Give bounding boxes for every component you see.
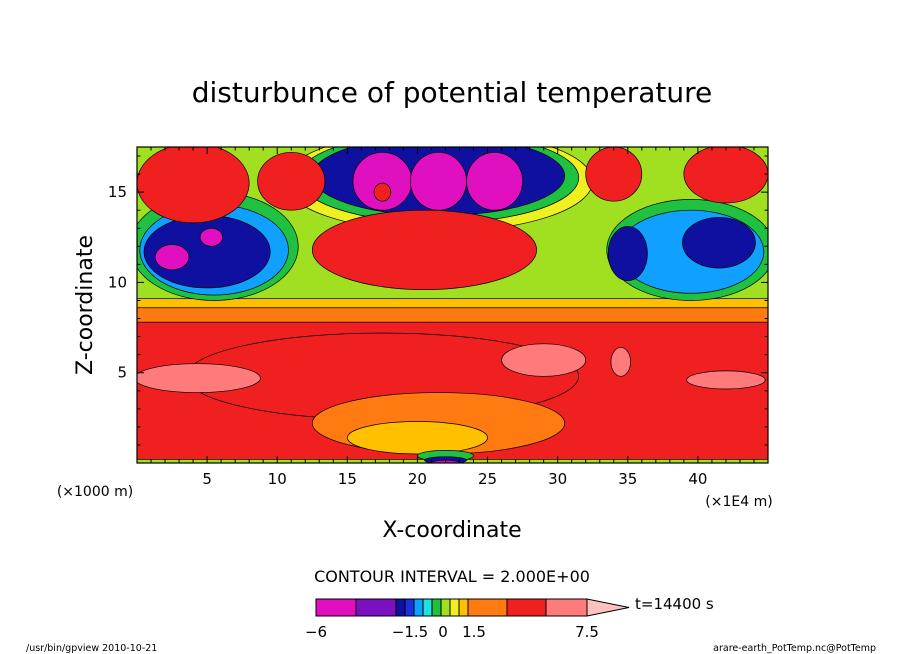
contour-region xyxy=(607,226,648,281)
contour-interval-label: CONTOUR INTERVAL = 2.000E+00 xyxy=(314,567,590,586)
colorbar-cell xyxy=(458,598,469,617)
time-label: t=14400 s xyxy=(635,595,714,613)
contour-region xyxy=(410,152,467,211)
colorbar-cell xyxy=(545,598,588,617)
contour-region xyxy=(154,244,190,271)
colorbar-cell xyxy=(413,598,424,617)
contour-region xyxy=(199,227,223,247)
colorbar: −6 −1.5 0 1.5 7.5 xyxy=(305,598,630,641)
x-tick-label: 30 xyxy=(548,470,567,488)
colorbar-tick-label: 0 xyxy=(438,623,448,641)
colorbar-cell xyxy=(440,598,451,617)
y-tick-label: 10 xyxy=(108,273,127,291)
colorbar-tick-label: 7.5 xyxy=(575,623,599,641)
colorbar-cell xyxy=(467,598,508,617)
x-tick-label: 15 xyxy=(338,470,357,488)
x-tick-label: 20 xyxy=(408,470,427,488)
colorbar-cell xyxy=(449,598,460,617)
x-tick-label: 10 xyxy=(268,470,287,488)
contour-region xyxy=(137,147,250,224)
contour-region xyxy=(352,152,413,211)
plot-frame xyxy=(136,146,769,464)
contour-region xyxy=(683,147,768,204)
colorbar-cell xyxy=(431,598,442,617)
contour-region xyxy=(311,209,537,291)
contour-region xyxy=(686,370,766,390)
contour-region xyxy=(501,343,587,377)
footer-left: /usr/bin/gpview 2010-10-21 xyxy=(26,643,157,654)
x-tick-label: 35 xyxy=(618,470,637,488)
contour-band xyxy=(137,307,768,323)
colorbar-tick-label: 1.5 xyxy=(462,623,486,641)
footer-right: arare-earth_PotTemp.nc@PotTemp xyxy=(713,643,876,654)
contour-region xyxy=(137,363,261,393)
chart-title: disturbunce of potential temperature xyxy=(192,76,713,109)
colorbar-tick-label: −6 xyxy=(305,623,327,641)
y-tick-label: 5 xyxy=(117,364,127,382)
y-tick-label: 15 xyxy=(108,183,127,201)
x-tick-label: 5 xyxy=(202,470,212,488)
contour-band xyxy=(137,298,768,309)
colorbar-cell xyxy=(422,598,433,617)
x-tick-label: 40 xyxy=(688,470,707,488)
y-axis-label: Z-coordinate xyxy=(73,235,98,375)
contour-region xyxy=(346,421,488,455)
plot-area xyxy=(137,147,768,463)
colorbar-extend-arrow xyxy=(586,598,630,617)
colorbar-cell xyxy=(355,598,397,617)
contour-region xyxy=(610,347,631,377)
colorbar-cell xyxy=(315,598,357,617)
contour-region xyxy=(682,217,756,269)
contour-region xyxy=(585,147,643,202)
x-unit-label: (×1E4 m) xyxy=(705,494,772,510)
x-tick-label: 25 xyxy=(478,470,497,488)
colorbar-cell xyxy=(404,598,415,617)
x-axis-label: X-coordinate xyxy=(382,518,521,543)
contour-region xyxy=(466,152,523,211)
contour-region xyxy=(257,152,326,211)
colorbar-tick-label: −1.5 xyxy=(392,623,428,641)
y-unit-label: (×1000 m) xyxy=(57,484,133,500)
axes: 5 10 15 20 25 30 35 40 5 10 15 xyxy=(108,147,768,488)
colorbar-cell xyxy=(506,598,547,617)
colorbar-cell xyxy=(395,598,406,617)
contour-region xyxy=(373,182,392,202)
